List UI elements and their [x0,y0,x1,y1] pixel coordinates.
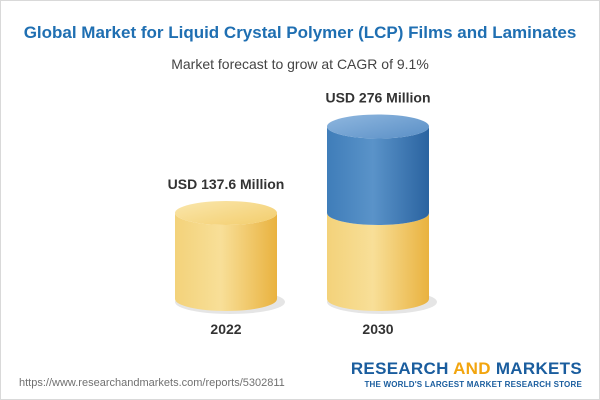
bar-top-cap [175,201,277,225]
category-label: 2030 [362,321,393,337]
logo-wordmark: RESEARCH AND MARKETS [350,359,582,378]
bar-value-label: USD 276 Million [325,90,430,106]
category-label: 2022 [210,321,241,337]
bar-growth-segment [327,126,429,225]
chart-title: Global Market for Liquid Crystal Polymer… [23,23,577,42]
bar-value-label: USD 137.6 Million [168,176,285,192]
chart-subtitle: Market forecast to grow at CAGR of 9.1% [171,56,429,72]
research-and-markets-logo: RESEARCH AND MARKETS THE WORLD'S LARGEST… [351,359,582,389]
bar-base-segment [175,213,277,311]
bar-top-cap [327,114,429,139]
bar-base-segment [327,213,429,311]
logo-tagline: THE WORLD'S LARGEST MARKET RESEARCH STOR… [364,380,582,389]
source-url[interactable]: https://www.researchandmarkets.com/repor… [19,377,285,389]
